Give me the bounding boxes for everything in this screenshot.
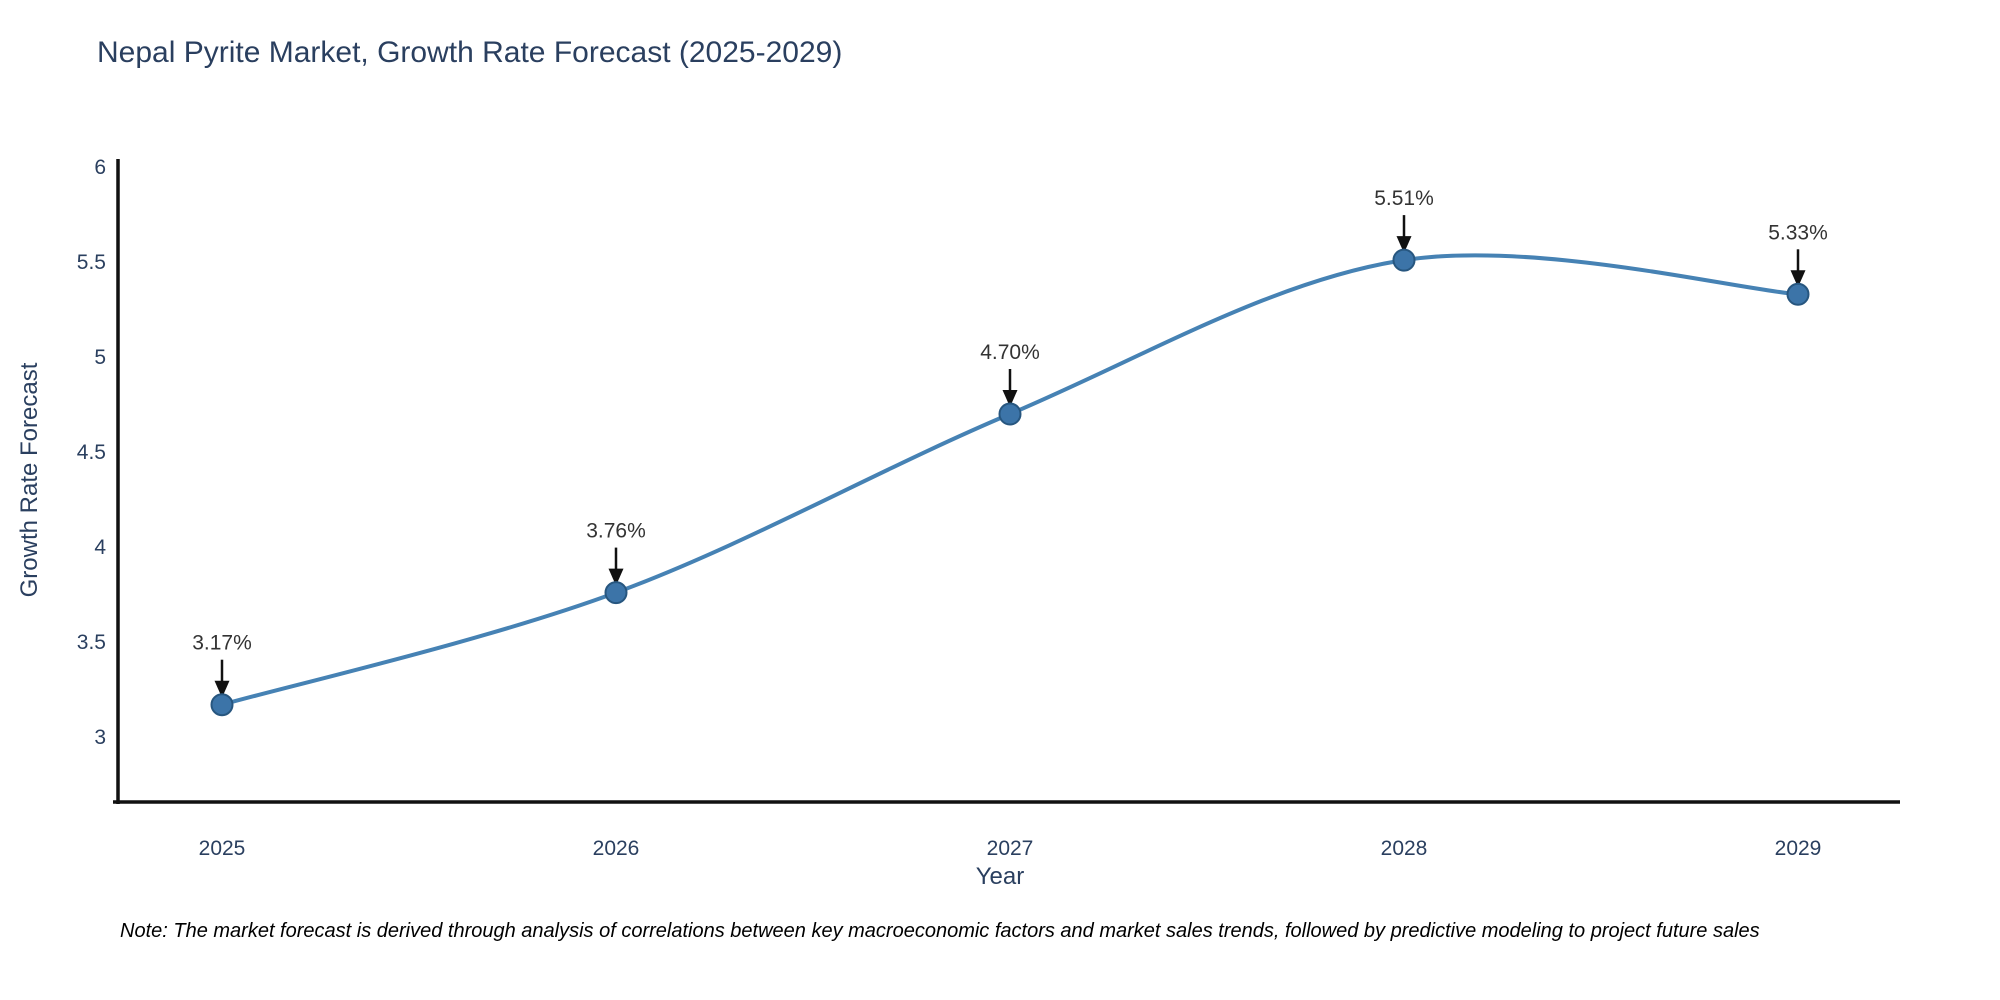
- x-tick-label: 2027: [987, 837, 1034, 860]
- x-tick-label: 2029: [1775, 837, 1822, 860]
- x-tick-label: 2025: [199, 837, 246, 860]
- y-tick-label: 4: [94, 536, 106, 559]
- data-point-2027[interactable]: [998, 402, 1022, 426]
- annotation-arrow-head: [214, 680, 230, 698]
- y-tick-label: 3: [94, 726, 106, 749]
- annotation-arrow-head: [1396, 236, 1412, 254]
- data-point-2025[interactable]: [210, 693, 234, 717]
- y-tick-label: 6: [94, 156, 106, 179]
- y-tick-label: 4.5: [77, 441, 106, 464]
- y-tick-label: 3.5: [77, 631, 106, 654]
- x-tick-label: 2028: [1381, 837, 1428, 860]
- x-axis-title: Year: [975, 863, 1025, 890]
- data-point-2029[interactable]: [1786, 282, 1810, 306]
- annotation-arrow-head: [1790, 270, 1806, 288]
- data-point-2026[interactable]: [604, 581, 628, 605]
- series-line: [220, 253, 1800, 707]
- y-tick-label: 5.5: [77, 251, 106, 274]
- annotation-arrow-head: [608, 568, 624, 586]
- point-annotation: 5.33%: [1768, 221, 1828, 244]
- point-annotation: 3.76%: [586, 520, 646, 543]
- y-axis-title: Growth Rate Forecast: [16, 362, 43, 598]
- point-annotation: 4.70%: [980, 341, 1040, 364]
- x-tick-label: 2026: [593, 837, 640, 860]
- point-annotation: 5.51%: [1374, 187, 1434, 210]
- chart-title: Nepal Pyrite Market, Growth Rate Forecas…: [97, 36, 843, 69]
- y-tick-label: 5: [94, 346, 106, 369]
- annotation-arrow-head: [1002, 390, 1018, 407]
- point-annotation: 3.17%: [192, 632, 252, 655]
- data-point-2028[interactable]: [1392, 248, 1416, 272]
- note-text: Note: The market forecast is derived thr…: [120, 920, 1760, 942]
